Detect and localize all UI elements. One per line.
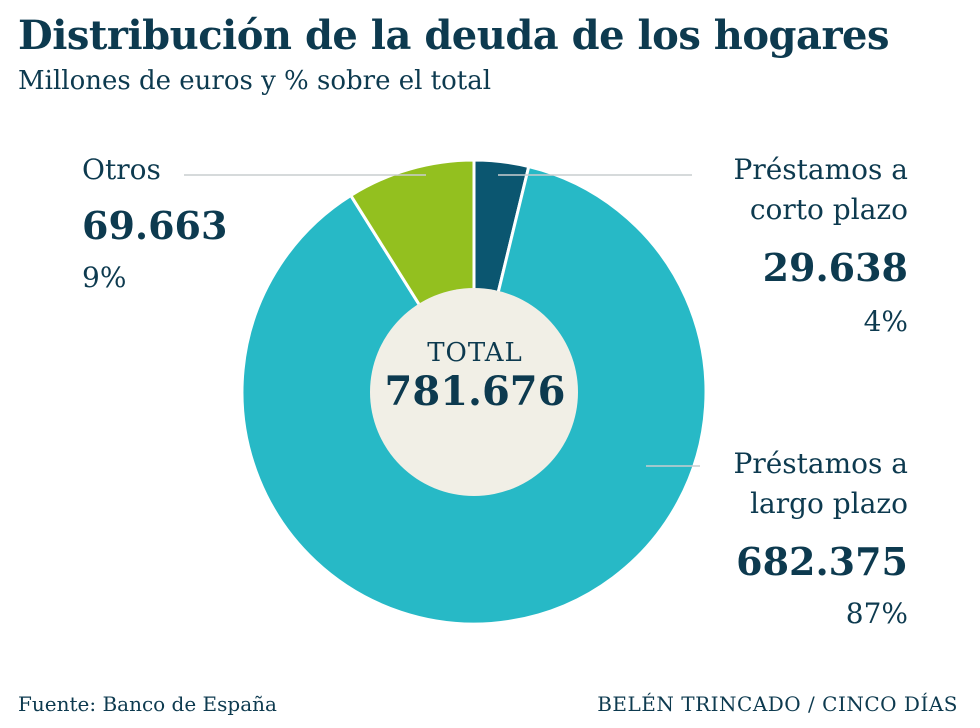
center-total-caption: TOTAL — [427, 338, 523, 368]
center-total-value: 781.676 — [384, 368, 566, 415]
label-otros-value: 69.663 — [82, 203, 228, 248]
label-otros-name: Otros — [82, 153, 161, 186]
label-otros-pct: 9% — [82, 261, 127, 294]
label-corto-name-line2: corto plazo — [749, 193, 908, 226]
label-largo-plazo: Préstamos a largo plazo 682.375 87% — [734, 444, 908, 634]
label-largo-name-line2: largo plazo — [750, 487, 908, 520]
label-corto-pct: 4% — [863, 305, 908, 338]
credit-note: BELÉN TRINCADO / CINCO DÍAS — [597, 692, 958, 716]
label-largo-pct: 87% — [845, 597, 908, 630]
label-corto-name-line1: Préstamos a — [733, 153, 908, 186]
label-largo-name-line1: Préstamos a — [733, 447, 908, 480]
chart-subtitle: Millones de euros y % sobre el total — [18, 66, 492, 96]
leader-lines — [184, 174, 700, 467]
label-largo-value: 682.375 — [736, 539, 908, 584]
source-note: Fuente: Banco de España — [18, 692, 277, 716]
chart-title: Distribución de la deuda de los hogares — [18, 12, 890, 59]
center-total: TOTAL 781.676 — [370, 338, 580, 415]
label-otros: Otros 69.663 9% — [82, 150, 227, 298]
donut-center-disc — [370, 288, 578, 496]
label-corto-plazo: Préstamos a corto plazo 29.638 4% — [734, 150, 908, 342]
label-corto-value: 29.638 — [762, 245, 908, 290]
